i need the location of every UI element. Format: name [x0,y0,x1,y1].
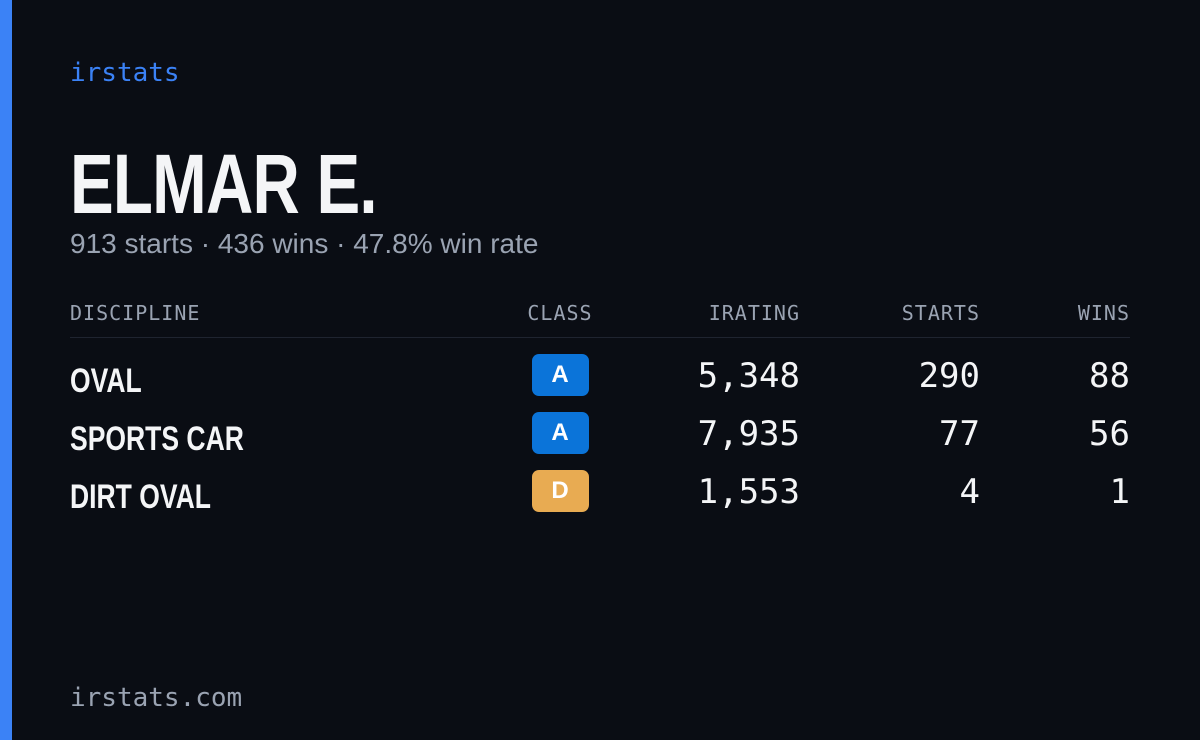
irating-value: 1,553 [697,472,800,512]
column-header: STARTS [901,301,980,325]
starts-value: 77 [939,414,980,454]
class-badge: A [531,412,589,454]
irating-value: 7,935 [697,414,800,454]
footer-site: irstats.com [70,683,243,713]
discipline: OVAL [70,362,142,400]
class-badge: A [531,354,589,396]
irating-value: 5,348 [697,356,800,396]
column-header: CLASS [527,301,593,325]
accent-bar [0,0,12,740]
header-rule [70,337,1130,338]
starts-value: 4 [959,472,980,512]
discipline: DIRT OVAL [70,478,211,516]
discipline: SPORTS CAR [70,420,244,458]
column-header: DISCIPLINE [70,301,201,325]
driver-name: ELMAR E. [70,137,378,231]
wins-value: 56 [1089,414,1130,454]
wins-value: 1 [1109,472,1130,512]
brand: irstats [70,58,180,88]
driver-summary: 913 starts · 436 wins · 47.8% win rate [70,228,539,259]
column-header: IRATING [708,301,800,325]
column-header: WINS [1077,301,1130,325]
class-badge: D [531,470,589,512]
wins-value: 88 [1089,356,1130,396]
starts-value: 290 [918,356,980,396]
